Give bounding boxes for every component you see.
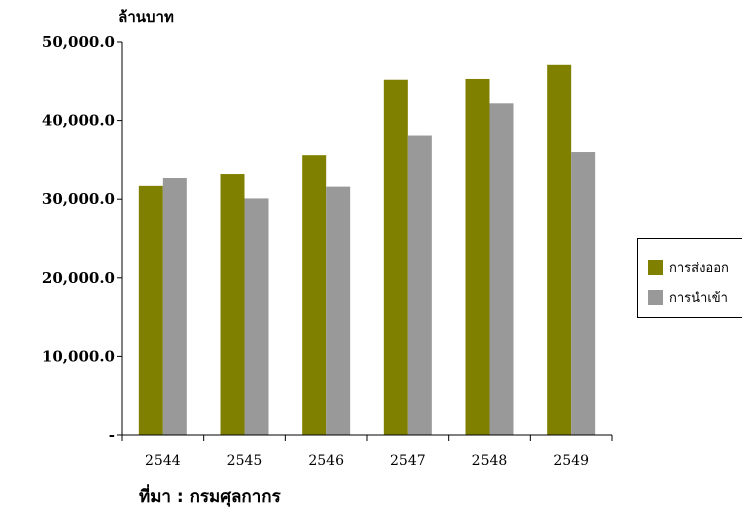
- y-tick-label: 40,000.0: [42, 112, 115, 130]
- legend-item-export: การส่งออก: [648, 257, 729, 278]
- bar-import: [489, 103, 514, 436]
- bar-import: [571, 152, 596, 436]
- bar-export: [302, 155, 327, 435]
- bar-import: [162, 177, 187, 435]
- legend-label-import: การนำเข้า: [669, 291, 728, 306]
- y-tick-label: 50,000.0: [42, 33, 115, 51]
- source-note: ที่มา : กรมศุลกากร: [139, 487, 281, 507]
- y-tick-label: 10,000.0: [42, 347, 115, 365]
- x-category-label: 2544: [145, 453, 181, 469]
- bar-export: [220, 174, 245, 435]
- bar-import: [326, 186, 351, 435]
- legend-swatch-import: [648, 290, 663, 305]
- y-axis-unit-label: ล้านบาท: [118, 8, 174, 26]
- x-category-label: 2547: [390, 453, 426, 469]
- y-tick-label: 20,000.0: [42, 269, 115, 287]
- x-category-label: 2549: [553, 453, 589, 469]
- legend-swatch-export: [648, 260, 663, 275]
- bar-export: [383, 79, 408, 435]
- x-category-label: 2545: [227, 453, 263, 469]
- chart-legend: การส่งออก การนำเข้า: [637, 238, 742, 318]
- x-category-label: 2546: [308, 453, 344, 469]
- bar-import: [407, 135, 432, 435]
- bar-export: [465, 78, 490, 435]
- bar-export: [138, 185, 163, 435]
- bar-import: [244, 198, 269, 435]
- legend-item-import: การนำเข้า: [648, 287, 728, 308]
- y-tick-label: 30,000.0: [42, 190, 115, 208]
- bar-export: [547, 64, 572, 435]
- legend-label-export: การส่งออก: [669, 261, 729, 276]
- y-tick-label: -: [109, 426, 115, 444]
- x-category-label: 2548: [472, 453, 508, 469]
